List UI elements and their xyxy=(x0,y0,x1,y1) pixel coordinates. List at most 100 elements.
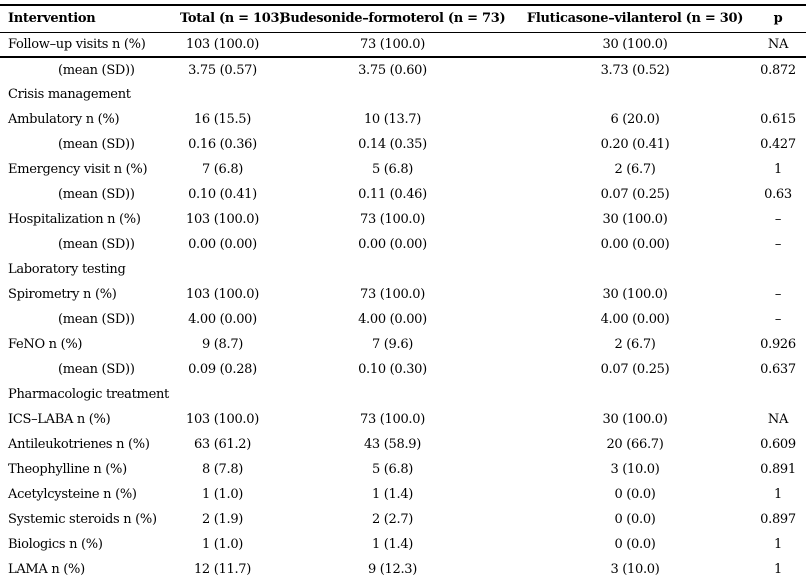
budesonide-formoterol-value: 10 (13.7) xyxy=(363,112,422,127)
col-header-fluticasone-vilanterol: Fluticasone–vilanterol (n = 30) xyxy=(520,4,750,33)
table-row: Biologics n (%) 1 (1.0) 1 (1.4) 0 (0.0) … xyxy=(0,532,806,557)
total-value: 103 (100.0) xyxy=(185,212,259,227)
table-row: (mean (SD)) 0.10 (0.41) 0.11 (0.46) 0.07… xyxy=(0,182,806,207)
total-value: 0.00 (0.00) xyxy=(188,237,257,252)
row-label: (mean (SD)) xyxy=(58,312,135,327)
row-label: Theophylline n (%) xyxy=(8,462,127,477)
header-row: Intervention Total (n = 103) Budesonide–… xyxy=(0,4,806,33)
budesonide-formoterol-value xyxy=(265,257,520,282)
total-value: 1 (1.0) xyxy=(201,537,244,552)
p-value: 0.872 xyxy=(760,62,796,78)
row-label: Emergency visit n (%) xyxy=(8,162,148,177)
budesonide-formoterol-value: 43 (58.9) xyxy=(363,437,422,452)
row-label: (mean (SD)) xyxy=(58,62,135,78)
p-value xyxy=(750,82,806,107)
table-row: Ambulatory n (%) 16 (15.5) 10 (13.7) 6 (… xyxy=(0,107,806,132)
budesonide-formoterol-value: 73 (100.0) xyxy=(265,32,520,58)
total-value: 8 (7.8) xyxy=(201,462,244,477)
total-value xyxy=(180,257,265,282)
table-row: Crisis management xyxy=(0,82,806,107)
fluticasone-vilanterol-value: 2 (6.7) xyxy=(614,337,656,352)
budesonide-formoterol-value: 1 (1.4) xyxy=(371,487,414,502)
total-value: 0.10 (0.41) xyxy=(188,187,257,202)
p-value: 0.897 xyxy=(760,512,796,527)
table-row: Antileukotrienes n (%) 63 (61.2) 43 (58.… xyxy=(0,432,806,457)
total-value: 16 (15.5) xyxy=(193,112,252,127)
p-value: – xyxy=(774,212,782,227)
row-label: Spirometry n (%) xyxy=(8,287,117,302)
p-value: 0.63 xyxy=(764,187,792,202)
table-row: Hospitalization n (%) 103 (100.0) 73 (10… xyxy=(0,207,806,232)
table-row: Acetylcysteine n (%) 1 (1.0) 1 (1.4) 0 (… xyxy=(0,482,806,507)
table-row: ICS–LABA n (%) 103 (100.0) 73 (100.0) 30… xyxy=(0,407,806,432)
table-row: (mean (SD)) 0.16 (0.36) 0.14 (0.35) 0.20… xyxy=(0,132,806,157)
fluticasone-vilanterol-value: 2 (6.7) xyxy=(614,162,656,177)
fluticasone-vilanterol-value: 20 (66.7) xyxy=(606,437,664,452)
p-value: – xyxy=(774,287,782,302)
fluticasone-vilanterol-value: 0 (0.0) xyxy=(614,537,656,552)
total-value: 4.00 (0.00) xyxy=(188,312,257,327)
table-row: Follow–up visits n (%) 103 (100.0) 73 (1… xyxy=(0,32,806,58)
row-label: Antileukotrienes n (%) xyxy=(8,437,150,452)
budesonide-formoterol-value: 3.75 (0.60) xyxy=(358,62,427,78)
table-row: Theophylline n (%) 8 (7.8) 5 (6.8) 3 (10… xyxy=(0,457,806,482)
intervention-table: Intervention Total (n = 103) Budesonide–… xyxy=(0,4,806,582)
p-value: 1 xyxy=(774,487,782,502)
p-value: – xyxy=(774,312,782,327)
p-value: 0.427 xyxy=(760,137,796,152)
table-row: Emergency visit n (%) 7 (6.8) 5 (6.8) 2 … xyxy=(0,157,806,182)
total-value xyxy=(180,382,265,407)
table-row: Systemic steroids n (%) 2 (1.9) 2 (2.7) … xyxy=(0,507,806,532)
budesonide-formoterol-value xyxy=(265,382,520,407)
p-value: 1 xyxy=(774,562,782,577)
row-label: (mean (SD)) xyxy=(58,362,135,377)
fluticasone-vilanterol-value: 0.20 (0.41) xyxy=(600,137,670,152)
p-value: 0.926 xyxy=(760,337,796,352)
p-value: 0.637 xyxy=(760,362,796,377)
budesonide-formoterol-value: 73 (100.0) xyxy=(359,212,426,227)
p-value: – xyxy=(774,237,782,252)
fluticasone-vilanterol-value: 0.07 (0.25) xyxy=(600,187,670,202)
budesonide-formoterol-value: 9 (12.3) xyxy=(367,562,418,577)
row-label: (mean (SD)) xyxy=(58,137,135,152)
total-value: 12 (11.7) xyxy=(193,562,252,577)
p-value: 0.891 xyxy=(760,462,796,477)
table-row: (mean (SD)) 3.75 (0.57) 3.75 (0.60) 3.73… xyxy=(0,57,806,82)
fluticasone-vilanterol-value: 0 (0.0) xyxy=(614,487,656,502)
budesonide-formoterol-value: 73 (100.0) xyxy=(359,287,426,302)
budesonide-formoterol-value: 0.00 (0.00) xyxy=(358,237,427,252)
fluticasone-vilanterol-value xyxy=(520,257,750,282)
fluticasone-vilanterol-value: 30 (100.0) xyxy=(602,212,668,227)
total-value: 9 (8.7) xyxy=(201,337,244,352)
fluticasone-vilanterol-value xyxy=(520,82,750,107)
row-label: Pharmacologic treatment xyxy=(8,387,169,402)
row-label: (mean (SD)) xyxy=(58,237,135,252)
table-row: Pharmacologic treatment xyxy=(0,382,806,407)
row-label: Hospitalization n (%) xyxy=(8,212,141,227)
budesonide-formoterol-value: 0.10 (0.30) xyxy=(358,362,427,377)
p-value xyxy=(750,257,806,282)
fluticasone-vilanterol-value: 4.00 (0.00) xyxy=(600,312,670,327)
fluticasone-vilanterol-value: 30 (100.0) xyxy=(602,287,668,302)
budesonide-formoterol-value: 5 (6.8) xyxy=(371,462,414,477)
total-value: 0.09 (0.28) xyxy=(188,362,257,377)
total-value: 103 (100.0) xyxy=(185,287,259,302)
fluticasone-vilanterol-value: 30 (100.0) xyxy=(520,32,750,58)
row-label: Systemic steroids n (%) xyxy=(8,512,157,527)
budesonide-formoterol-value: 7 (9.6) xyxy=(371,337,414,352)
fluticasone-vilanterol-value xyxy=(520,382,750,407)
table-row: FeNO n (%) 9 (8.7) 7 (9.6) 2 (6.7) 0.926 xyxy=(0,332,806,357)
row-label: Follow–up visits n (%) xyxy=(0,32,180,58)
row-label: Laboratory testing xyxy=(8,262,126,277)
row-label: ICS–LABA n (%) xyxy=(8,412,111,427)
total-value: 1 (1.0) xyxy=(201,487,244,502)
col-header-budesonide-formoterol: Budesonide–formoterol (n = 73) xyxy=(265,4,520,33)
budesonide-formoterol-value: 4.00 (0.00) xyxy=(358,312,427,327)
row-label: Biologics n (%) xyxy=(8,537,103,552)
budesonide-formoterol-value xyxy=(265,82,520,107)
col-header-p: p xyxy=(750,4,806,33)
table-row: (mean (SD)) 0.09 (0.28) 0.10 (0.30) 0.07… xyxy=(0,357,806,382)
row-label: Acetylcysteine n (%) xyxy=(8,487,137,502)
p-value: 0.609 xyxy=(760,437,796,452)
